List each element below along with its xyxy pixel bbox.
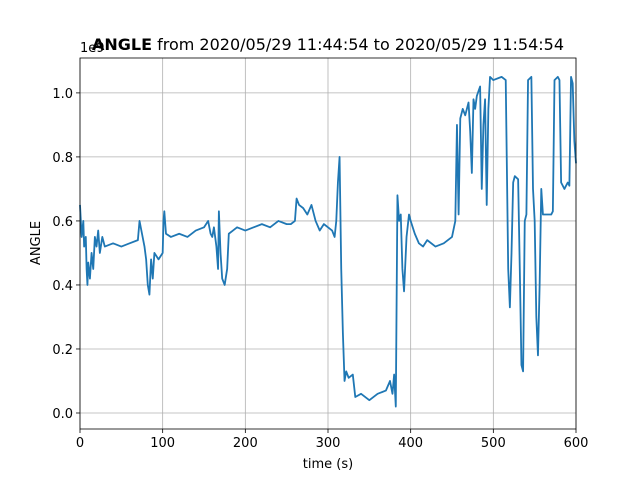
x-axis-label: time (s) [303,457,353,472]
y-tick-label: 0.2 [52,343,73,358]
chart-title: ANGLE from 2020/05/29 11:44:54 to 2020/0… [92,35,564,54]
title-rest: from 2020/05/29 11:44:54 to 2020/05/29 1… [157,35,564,54]
y-tick-label: 0.4 [52,279,73,294]
x-tick-label: 300 [316,436,341,451]
x-tick-label: 600 [564,436,589,451]
x-tick-label: 200 [233,436,258,451]
y-offset-label: 1e9 [80,41,105,56]
x-tick-label: 100 [150,436,175,451]
plot-frame [79,57,577,430]
title-bold: ANGLE [92,35,152,54]
data-line [79,75,577,408]
y-tick-label: 1.0 [52,87,73,102]
y-tick-label: 0.6 [52,215,73,230]
x-tick-label: 500 [481,436,506,451]
x-tick-label: 0 [76,436,84,451]
y-axis-label: ANGLE [29,221,44,265]
y-tick-label: 0.0 [52,407,73,422]
x-tick-label: 400 [398,436,423,451]
y-tick-label: 0.8 [52,151,73,166]
